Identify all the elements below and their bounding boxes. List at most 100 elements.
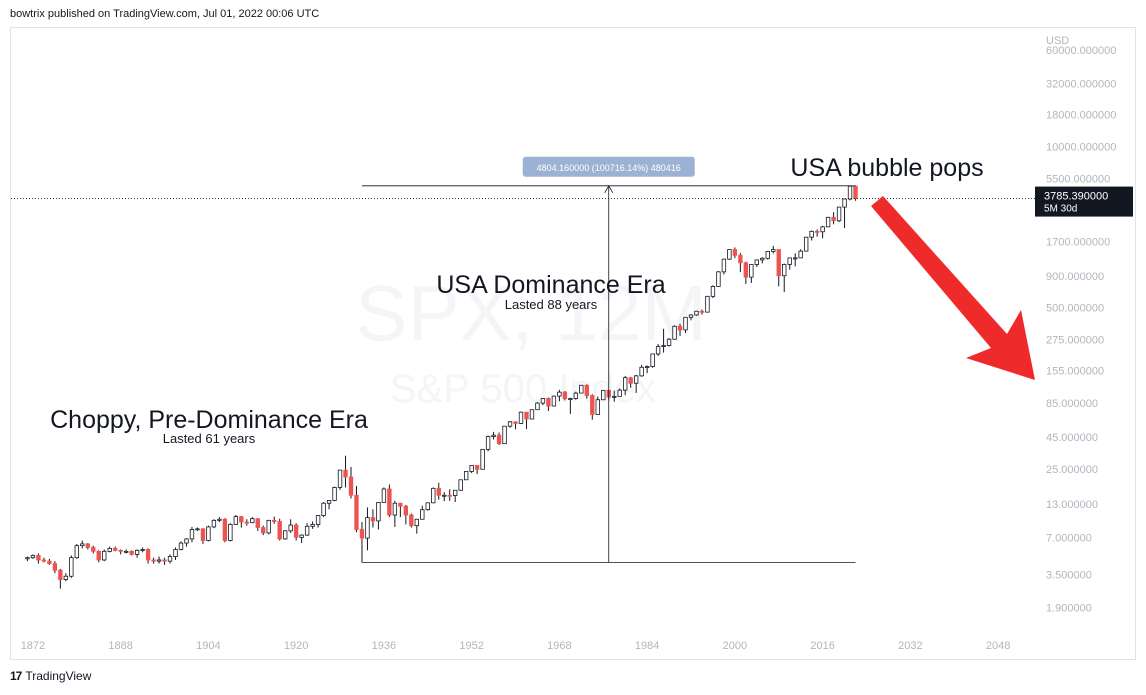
candle-body-1998 — [721, 258, 727, 273]
y-tick-label: 60000.000000 — [1046, 45, 1116, 57]
candle-body-1994 — [699, 310, 705, 313]
candle-body-1886 — [107, 548, 112, 552]
candle-body-1991 — [683, 316, 688, 331]
candle-body-2018 — [831, 216, 836, 222]
candle-body-1881 — [80, 543, 85, 547]
candle-body-1915 — [266, 519, 271, 534]
x-axis[interactable]: 1872 1888 1904 1920 1936 1952 1968 1984 2000 2016… — [21, 640, 1011, 652]
candle-body-1964 — [535, 402, 540, 411]
candle-body-1935 — [376, 502, 381, 522]
candle-body-1871 — [25, 557, 30, 560]
candle-body-1940 — [403, 505, 409, 516]
candle-body-1911 — [244, 521, 249, 524]
y-tick-label: 25.000000 — [1046, 464, 1098, 476]
candle-body-1903 — [200, 528, 206, 541]
red-down-arrow-icon — [871, 196, 1035, 380]
candle-body-2020 — [842, 198, 847, 208]
candle-body-2005 — [760, 257, 765, 261]
candle-body-1972 — [579, 384, 584, 394]
candle-body-1946 — [436, 487, 441, 496]
candle-body-1904 — [206, 526, 211, 541]
candle-body-2019 — [836, 206, 842, 222]
candle-body-2002 — [743, 262, 749, 278]
candle-body-1947 — [442, 494, 447, 497]
candle-body-1925 — [321, 502, 326, 516]
candle-body-1984 — [644, 366, 650, 368]
candle-body-1970 — [568, 398, 573, 400]
footer[interactable]: 17 TradingView — [10, 669, 91, 683]
candle-body-1974 — [590, 395, 595, 415]
candle-body-1938 — [392, 502, 398, 516]
candle-body-1930 — [348, 476, 354, 496]
candle-body-1988 — [666, 338, 672, 346]
candle-body-1954 — [480, 448, 485, 470]
candle-body-1989 — [672, 325, 677, 340]
candle-body-1872 — [30, 555, 36, 559]
x-tick-label: 1872 — [21, 640, 45, 652]
chart-panel[interactable]: SPX, 12M S&P 500 Index 4804.160000 (1007… — [10, 27, 1136, 660]
publish-info: bowtrix published on TradingView.com, Ju… — [10, 8, 320, 20]
watermark-name: S&P 500 Index — [390, 367, 656, 411]
candle-body-1958 — [502, 425, 507, 445]
candle-body-1890 — [129, 550, 134, 555]
x-tick-label: 1968 — [547, 640, 571, 652]
candle-body-2017 — [825, 216, 831, 228]
candle-body-1895 — [156, 559, 162, 562]
candle-body-1907 — [222, 518, 228, 541]
measure-tool[interactable]: 4804.160000 (100716.14%) 480416 — [361, 156, 856, 563]
candle-body-1990 — [677, 325, 683, 331]
footer-logo-text[interactable]: TradingView — [25, 669, 92, 683]
candle-body-1973 — [584, 384, 589, 396]
candle-body-1897 — [167, 556, 173, 562]
candle-body-1928 — [337, 469, 343, 488]
x-tick-label: 2016 — [810, 640, 834, 652]
candle-body-2009 — [782, 263, 787, 277]
candle-body-1931 — [354, 494, 359, 530]
candle-body-1934 — [370, 517, 376, 522]
candle-body-1944 — [425, 502, 430, 511]
annotation-dominance-title: USA Dominance Era — [436, 271, 665, 299]
candle-body-2011 — [793, 257, 798, 260]
candle-body-1913 — [255, 518, 260, 528]
candle-body-1874 — [41, 559, 47, 562]
candle-body-1902 — [195, 528, 200, 531]
candle-body-1901 — [189, 529, 195, 540]
candle-body-1963 — [529, 409, 535, 420]
y-tick-label: 1.900000 — [1046, 603, 1092, 615]
candle-body-1919 — [288, 524, 293, 532]
candle-body-1891 — [134, 549, 140, 555]
candle-body-1978 — [612, 395, 617, 398]
watermark-symbol: SPX, 12M — [355, 269, 706, 357]
annotation-dominance-subtitle: Lasted 88 years — [505, 297, 598, 312]
candle-body-2000 — [732, 249, 738, 256]
candle-body-1932 — [359, 529, 365, 539]
last-price-countdown: 5M 30d — [1044, 204, 1077, 215]
candle-body-2007 — [771, 249, 776, 252]
x-tick-label: 1904 — [196, 640, 220, 652]
tradingview-logo-icon[interactable]: 17 — [10, 669, 22, 683]
candle-body-1975 — [595, 399, 600, 415]
candle-body-1920 — [293, 524, 299, 538]
candle-body-2015 — [814, 230, 820, 233]
candle-body-1923 — [310, 524, 315, 527]
measure-arrowhead-icon — [604, 184, 614, 193]
x-tick-label: 2032 — [898, 640, 922, 652]
watermark: SPX, 12M S&P 500 Index — [355, 269, 706, 411]
x-tick-label: 1888 — [108, 640, 132, 652]
y-tick-label: 5500.000000 — [1046, 173, 1110, 185]
candle-body-1953 — [474, 465, 480, 470]
candle-body-1893 — [145, 548, 151, 561]
candle-body-1967 — [551, 395, 557, 407]
annotation-pre-dominance-subtitle: Lasted 61 years — [163, 431, 256, 446]
chart-svg[interactable]: SPX, 12M S&P 500 Index 4804.160000 (1007… — [11, 28, 1135, 659]
candle-body-1873 — [36, 555, 41, 561]
y-tick-label: 85.000000 — [1046, 398, 1098, 410]
x-tick-label: 1936 — [372, 640, 396, 652]
candle-body-1918 — [283, 530, 288, 540]
candle-body-1948 — [447, 494, 452, 497]
candle-body-2022 — [853, 185, 858, 199]
y-tick-label: 1700.000000 — [1046, 237, 1110, 249]
candles-layer — [11, 185, 1035, 589]
candle-body-2006 — [765, 251, 770, 259]
